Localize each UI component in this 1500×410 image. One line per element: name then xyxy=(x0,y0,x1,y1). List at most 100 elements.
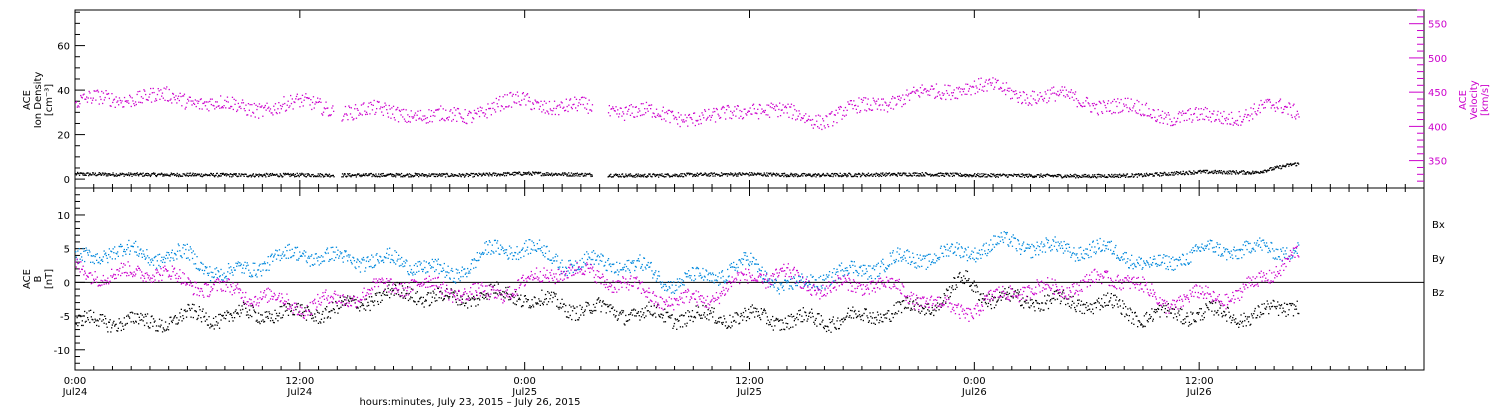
bx-point xyxy=(984,299,986,301)
density-point xyxy=(185,175,187,177)
bx-point xyxy=(780,319,782,321)
density-point xyxy=(240,173,243,175)
density-point xyxy=(88,175,90,177)
bx-point xyxy=(286,309,288,311)
velocity-point xyxy=(1042,100,1045,102)
velocity-point xyxy=(967,83,969,85)
bx-point xyxy=(921,310,923,312)
velocity-point xyxy=(465,122,467,124)
bx-point xyxy=(1259,316,1261,318)
density-point xyxy=(480,175,483,177)
velocity-point xyxy=(618,116,620,118)
velocity-point xyxy=(902,103,905,106)
velocity-point xyxy=(799,113,801,115)
bx-point xyxy=(461,298,463,300)
velocity-point xyxy=(283,96,285,98)
density-point xyxy=(1051,175,1053,177)
bx-point xyxy=(1151,308,1153,310)
velocity-point xyxy=(343,115,345,117)
velocity-point xyxy=(844,106,847,109)
density-point xyxy=(323,175,325,178)
density-point xyxy=(226,173,228,175)
density-point xyxy=(91,174,93,176)
velocity-point xyxy=(1120,98,1122,101)
velocity-point xyxy=(610,108,612,110)
density-point xyxy=(184,174,186,176)
density-point xyxy=(994,174,996,177)
velocity-point xyxy=(1093,102,1095,105)
bx-point xyxy=(1214,310,1216,312)
density-point xyxy=(222,172,224,174)
by-point xyxy=(79,258,81,260)
velocity-point xyxy=(886,111,889,113)
density-point xyxy=(783,175,785,178)
density-point xyxy=(944,173,946,175)
bx-point xyxy=(588,304,590,306)
velocity-point xyxy=(942,94,944,96)
density-point xyxy=(143,175,145,177)
velocity-point xyxy=(193,103,196,105)
velocity-point xyxy=(1235,120,1237,122)
density-point xyxy=(799,175,801,177)
bx-point xyxy=(615,315,617,317)
bx-point xyxy=(115,323,117,325)
velocity-point xyxy=(1059,89,1062,91)
velocity-point xyxy=(209,100,211,103)
velocity-point xyxy=(948,94,950,96)
density-point xyxy=(118,174,120,176)
density-point xyxy=(945,173,948,176)
velocity-point xyxy=(649,104,651,106)
density-point xyxy=(1165,174,1167,176)
bx-point xyxy=(794,318,796,320)
bx-point xyxy=(258,321,260,323)
bx-point xyxy=(541,302,544,304)
density-point xyxy=(785,176,788,178)
velocity-point xyxy=(1260,99,1262,102)
velocity-point xyxy=(447,119,449,121)
bx-point xyxy=(625,320,628,322)
bx-point xyxy=(1291,302,1293,305)
velocity-point xyxy=(448,116,450,118)
bx-point xyxy=(1289,302,1291,305)
density-point xyxy=(316,175,318,178)
density-point xyxy=(1227,171,1230,174)
density-point xyxy=(772,172,774,174)
density-point xyxy=(587,173,590,175)
velocity-point xyxy=(197,102,199,104)
bx-point xyxy=(187,303,189,306)
velocity-point xyxy=(892,95,894,98)
velocity-point xyxy=(607,112,610,114)
density-point xyxy=(195,175,197,177)
velocity-point xyxy=(970,94,972,96)
density-point xyxy=(417,173,419,175)
bx-point xyxy=(445,294,447,297)
velocity-point xyxy=(446,117,448,120)
bx-point xyxy=(641,308,643,310)
bx-point xyxy=(132,312,134,314)
velocity-point xyxy=(881,104,884,106)
density-point xyxy=(1012,175,1014,177)
bx-point xyxy=(310,312,312,314)
bx-point xyxy=(608,304,610,306)
bx-point xyxy=(1292,303,1294,305)
velocity-point xyxy=(1147,115,1149,117)
bx-point xyxy=(362,304,365,307)
bx-point xyxy=(749,311,751,314)
velocity-point xyxy=(215,101,217,103)
velocity-point xyxy=(161,92,164,94)
density-point xyxy=(303,174,305,177)
velocity-point xyxy=(445,109,447,111)
bx-point xyxy=(1262,313,1264,315)
velocity-point xyxy=(812,127,814,129)
velocity-point xyxy=(1186,119,1188,121)
bx-point xyxy=(75,322,77,324)
bx-point xyxy=(1178,310,1180,312)
bx-point xyxy=(624,324,626,326)
bx-point xyxy=(852,317,855,319)
bx-point xyxy=(1028,306,1030,308)
bx-point xyxy=(858,310,860,312)
density-point xyxy=(1122,175,1124,177)
bx-point xyxy=(561,298,563,300)
velocity-point xyxy=(609,115,611,117)
